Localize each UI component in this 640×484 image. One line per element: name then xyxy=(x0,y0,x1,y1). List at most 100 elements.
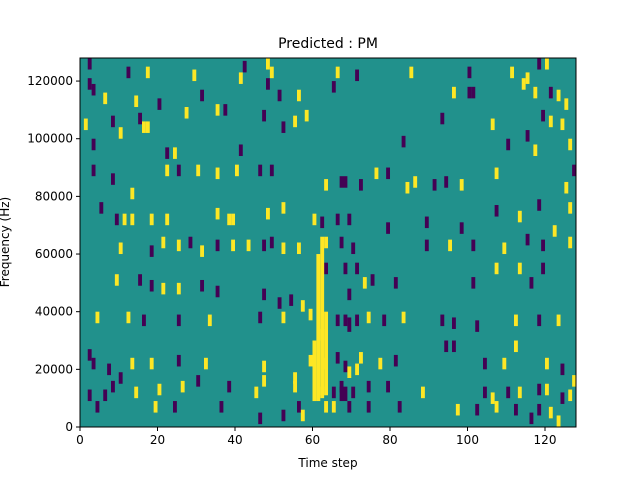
heatmap-cell xyxy=(215,207,220,220)
heatmap-cell xyxy=(312,213,317,226)
heatmap-cell xyxy=(556,89,561,102)
heatmap-cell xyxy=(91,357,96,370)
heatmap-cell xyxy=(254,386,259,399)
x-axis-label: Time step xyxy=(297,456,357,470)
heatmap-cell xyxy=(324,236,329,249)
heatmap-cell xyxy=(506,386,511,399)
heatmap-cell xyxy=(320,216,325,229)
heatmap-cell xyxy=(568,389,573,402)
heatmap-cell xyxy=(227,380,232,393)
heatmap-cell xyxy=(196,164,201,177)
heatmap-cell xyxy=(564,98,569,110)
heatmap-cell xyxy=(525,72,530,84)
heatmap-cell xyxy=(366,380,371,393)
heatmap-cell xyxy=(258,311,263,324)
heatmap-cell xyxy=(165,147,170,159)
heatmap-cell xyxy=(130,357,135,370)
heatmap-cell xyxy=(366,311,371,324)
heatmap-cell xyxy=(111,380,115,393)
heatmap-cell xyxy=(215,239,220,252)
heatmap-cell xyxy=(231,239,236,252)
heatmap-cell xyxy=(297,242,301,255)
heatmap-cell xyxy=(165,164,170,177)
x-axis: 0 20 40 60 80 100 120 xyxy=(76,427,556,447)
heatmap-cell xyxy=(556,415,561,427)
heatmap-cell xyxy=(118,372,123,384)
heatmap-cell xyxy=(130,187,135,200)
heatmap-cell xyxy=(87,389,92,402)
heatmap-cell xyxy=(533,86,538,99)
heatmap-cell xyxy=(494,205,499,217)
heatmap-cell xyxy=(204,357,208,370)
heatmap-cell xyxy=(541,109,546,122)
heatmap-cell xyxy=(266,207,270,220)
heatmap-cell xyxy=(572,375,577,387)
heatmap-cell xyxy=(118,242,123,255)
heatmap-streak xyxy=(316,254,321,402)
heatmap-cell xyxy=(134,95,139,108)
heatmap-cell xyxy=(258,164,263,177)
x-tick-label: 120 xyxy=(534,433,557,447)
heatmap-cell xyxy=(111,173,115,185)
heatmap-cell xyxy=(537,199,542,211)
heatmap-cell xyxy=(347,401,352,413)
heatmap-cell xyxy=(83,118,88,131)
heatmap-cell xyxy=(304,109,309,122)
heatmap-cell xyxy=(149,245,154,257)
heatmap-cell xyxy=(545,58,549,70)
heatmap-cell xyxy=(130,213,135,226)
heatmap-cell xyxy=(548,406,553,419)
heatmap-cell xyxy=(207,314,212,327)
y-tick-label: 120000 xyxy=(27,74,73,88)
heatmap-cell xyxy=(188,236,193,249)
heatmap-cell xyxy=(467,86,472,99)
heatmap-cell xyxy=(568,236,573,249)
heatmap-cell xyxy=(281,242,286,255)
heatmap-cell xyxy=(266,58,270,70)
heatmap-cell xyxy=(525,130,530,142)
heatmap-cell xyxy=(424,216,429,229)
heatmap-cell xyxy=(297,89,301,102)
heatmap-cell xyxy=(502,357,507,370)
heatmap-cell xyxy=(347,366,352,378)
heatmap-cell xyxy=(91,164,96,177)
heatmap-cell xyxy=(475,403,480,416)
heatmap-cell xyxy=(289,294,294,306)
heatmap-cell xyxy=(176,282,181,295)
heatmap-cell xyxy=(196,375,201,387)
heatmap-cell xyxy=(161,236,166,249)
heatmap-cell xyxy=(308,308,313,321)
heatmap-cell xyxy=(494,401,499,413)
heatmap-cell xyxy=(231,213,236,226)
heatmap-cell xyxy=(91,138,96,151)
heatmap-cell xyxy=(269,66,274,79)
heatmap-cell xyxy=(161,282,166,295)
plot-frame xyxy=(79,57,577,428)
heatmap-cell xyxy=(262,360,267,373)
heatmap-cell xyxy=(176,164,181,177)
heatmap-cell xyxy=(359,352,363,364)
heatmap-cell xyxy=(432,179,437,191)
heatmap-cell xyxy=(452,317,456,329)
heatmap-cell xyxy=(541,239,546,252)
heatmap-cell xyxy=(514,340,518,353)
heatmap-cell xyxy=(343,314,348,327)
heatmap-cell xyxy=(440,314,445,327)
heatmap-cell xyxy=(200,245,205,257)
heatmap-cell xyxy=(300,409,305,422)
heatmap-cell xyxy=(347,213,352,226)
heatmap-cell xyxy=(405,181,410,194)
heatmap-cell xyxy=(393,277,398,289)
heatmap-cell xyxy=(366,401,371,413)
heatmap-cell xyxy=(517,210,522,223)
y-axis-label: Frequency (Hz) xyxy=(0,197,12,288)
heatmap-cell xyxy=(378,357,383,370)
heatmap-cell xyxy=(145,66,150,79)
heatmap-cell xyxy=(537,403,542,416)
heatmap-cell xyxy=(545,357,549,370)
heatmap-cell xyxy=(494,167,499,180)
heatmap-cell xyxy=(103,92,108,105)
heatmap-cell xyxy=(568,138,573,151)
heatmap-cell xyxy=(490,118,495,131)
heatmap-cell xyxy=(548,115,553,128)
